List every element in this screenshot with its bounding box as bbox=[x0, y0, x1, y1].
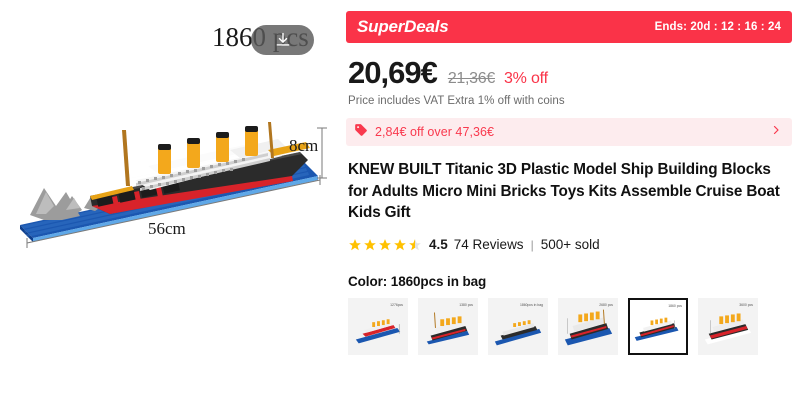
chevron-right-icon[interactable] bbox=[770, 123, 782, 141]
product-gallery: 1860 pcs 8cm 56cm bbox=[0, 0, 340, 411]
product-title: KNEW BUILT Titanic 3D Plastic Model Ship… bbox=[348, 161, 780, 222]
vat-note: Price includes VAT Extra 1% off with coi… bbox=[348, 95, 565, 107]
star-icon-5-half bbox=[409, 238, 421, 250]
deal-countdown-timer: Ends: 20d : 12 : 16 : 24 bbox=[654, 21, 781, 33]
variant-swatch-3[interactable]: 2680 pcs bbox=[558, 298, 618, 356]
superdeals-banner[interactable]: SuperDeals Ends: 20d : 12 : 16 : 24 bbox=[346, 11, 792, 43]
download-icon[interactable] bbox=[251, 25, 314, 55]
price-tag-icon bbox=[354, 123, 368, 142]
star-rating bbox=[348, 238, 422, 252]
star-icon-1 bbox=[349, 238, 361, 250]
variant-swatch-caption-5: 3600 pcs bbox=[739, 303, 753, 308]
rating-row[interactable]: 4.5 74 Reviews | 500+ sold bbox=[348, 237, 792, 252]
dimension-height-label: 8cm bbox=[289, 136, 319, 155]
coupon-banner[interactable]: 2,84€ off over 47,36€ bbox=[346, 118, 792, 146]
variant-swatch-caption-4: 1860 pcs bbox=[668, 304, 682, 309]
variant-swatch-4[interactable]: 1860 pcs bbox=[628, 298, 688, 356]
sold-count: 500+ sold bbox=[540, 237, 600, 253]
current-price: 20,69€ bbox=[348, 55, 438, 90]
superdeals-logo: SuperDeals bbox=[357, 17, 449, 36]
variant-swatch-caption-0: 1276pcs bbox=[390, 303, 403, 308]
variant-label: Color: 1860pcs in bag bbox=[348, 274, 487, 290]
coupon-text: 2,84€ off over 47,36€ bbox=[375, 125, 494, 139]
product-info-panel: SuperDeals Ends: 20d : 12 : 16 : 24 20,6… bbox=[340, 0, 800, 411]
original-price: 21,36€ bbox=[447, 70, 495, 87]
variant-swatch-5[interactable]: 3600 pcs bbox=[698, 298, 758, 356]
variant-swatch-caption-3: 2680 pcs bbox=[599, 303, 613, 308]
variant-swatch-caption-1: 1380 pcs bbox=[459, 303, 473, 308]
variant-swatch-caption-2: 1860pcs in bag bbox=[520, 303, 543, 308]
dimension-width-label: 56cm bbox=[148, 219, 186, 238]
variant-swatch-2[interactable]: 1860pcs in bag bbox=[488, 298, 548, 356]
star-icon-2 bbox=[364, 238, 376, 250]
discount-percent: 3% off bbox=[503, 70, 548, 87]
review-count[interactable]: 74 Reviews bbox=[453, 237, 524, 253]
star-icon-3 bbox=[379, 238, 391, 250]
rating-separator: | bbox=[530, 237, 534, 252]
price-row: 20,69€ 21,36€ 3% off bbox=[348, 55, 792, 91]
variant-swatch-1[interactable]: 1380 pcs bbox=[418, 298, 478, 356]
variant-swatch-list: 1276pcs 1380 pcs bbox=[348, 298, 792, 356]
star-icon-4 bbox=[394, 238, 406, 250]
variant-swatch-0[interactable]: 1276pcs bbox=[348, 298, 408, 356]
rating-score: 4.5 bbox=[429, 237, 448, 253]
